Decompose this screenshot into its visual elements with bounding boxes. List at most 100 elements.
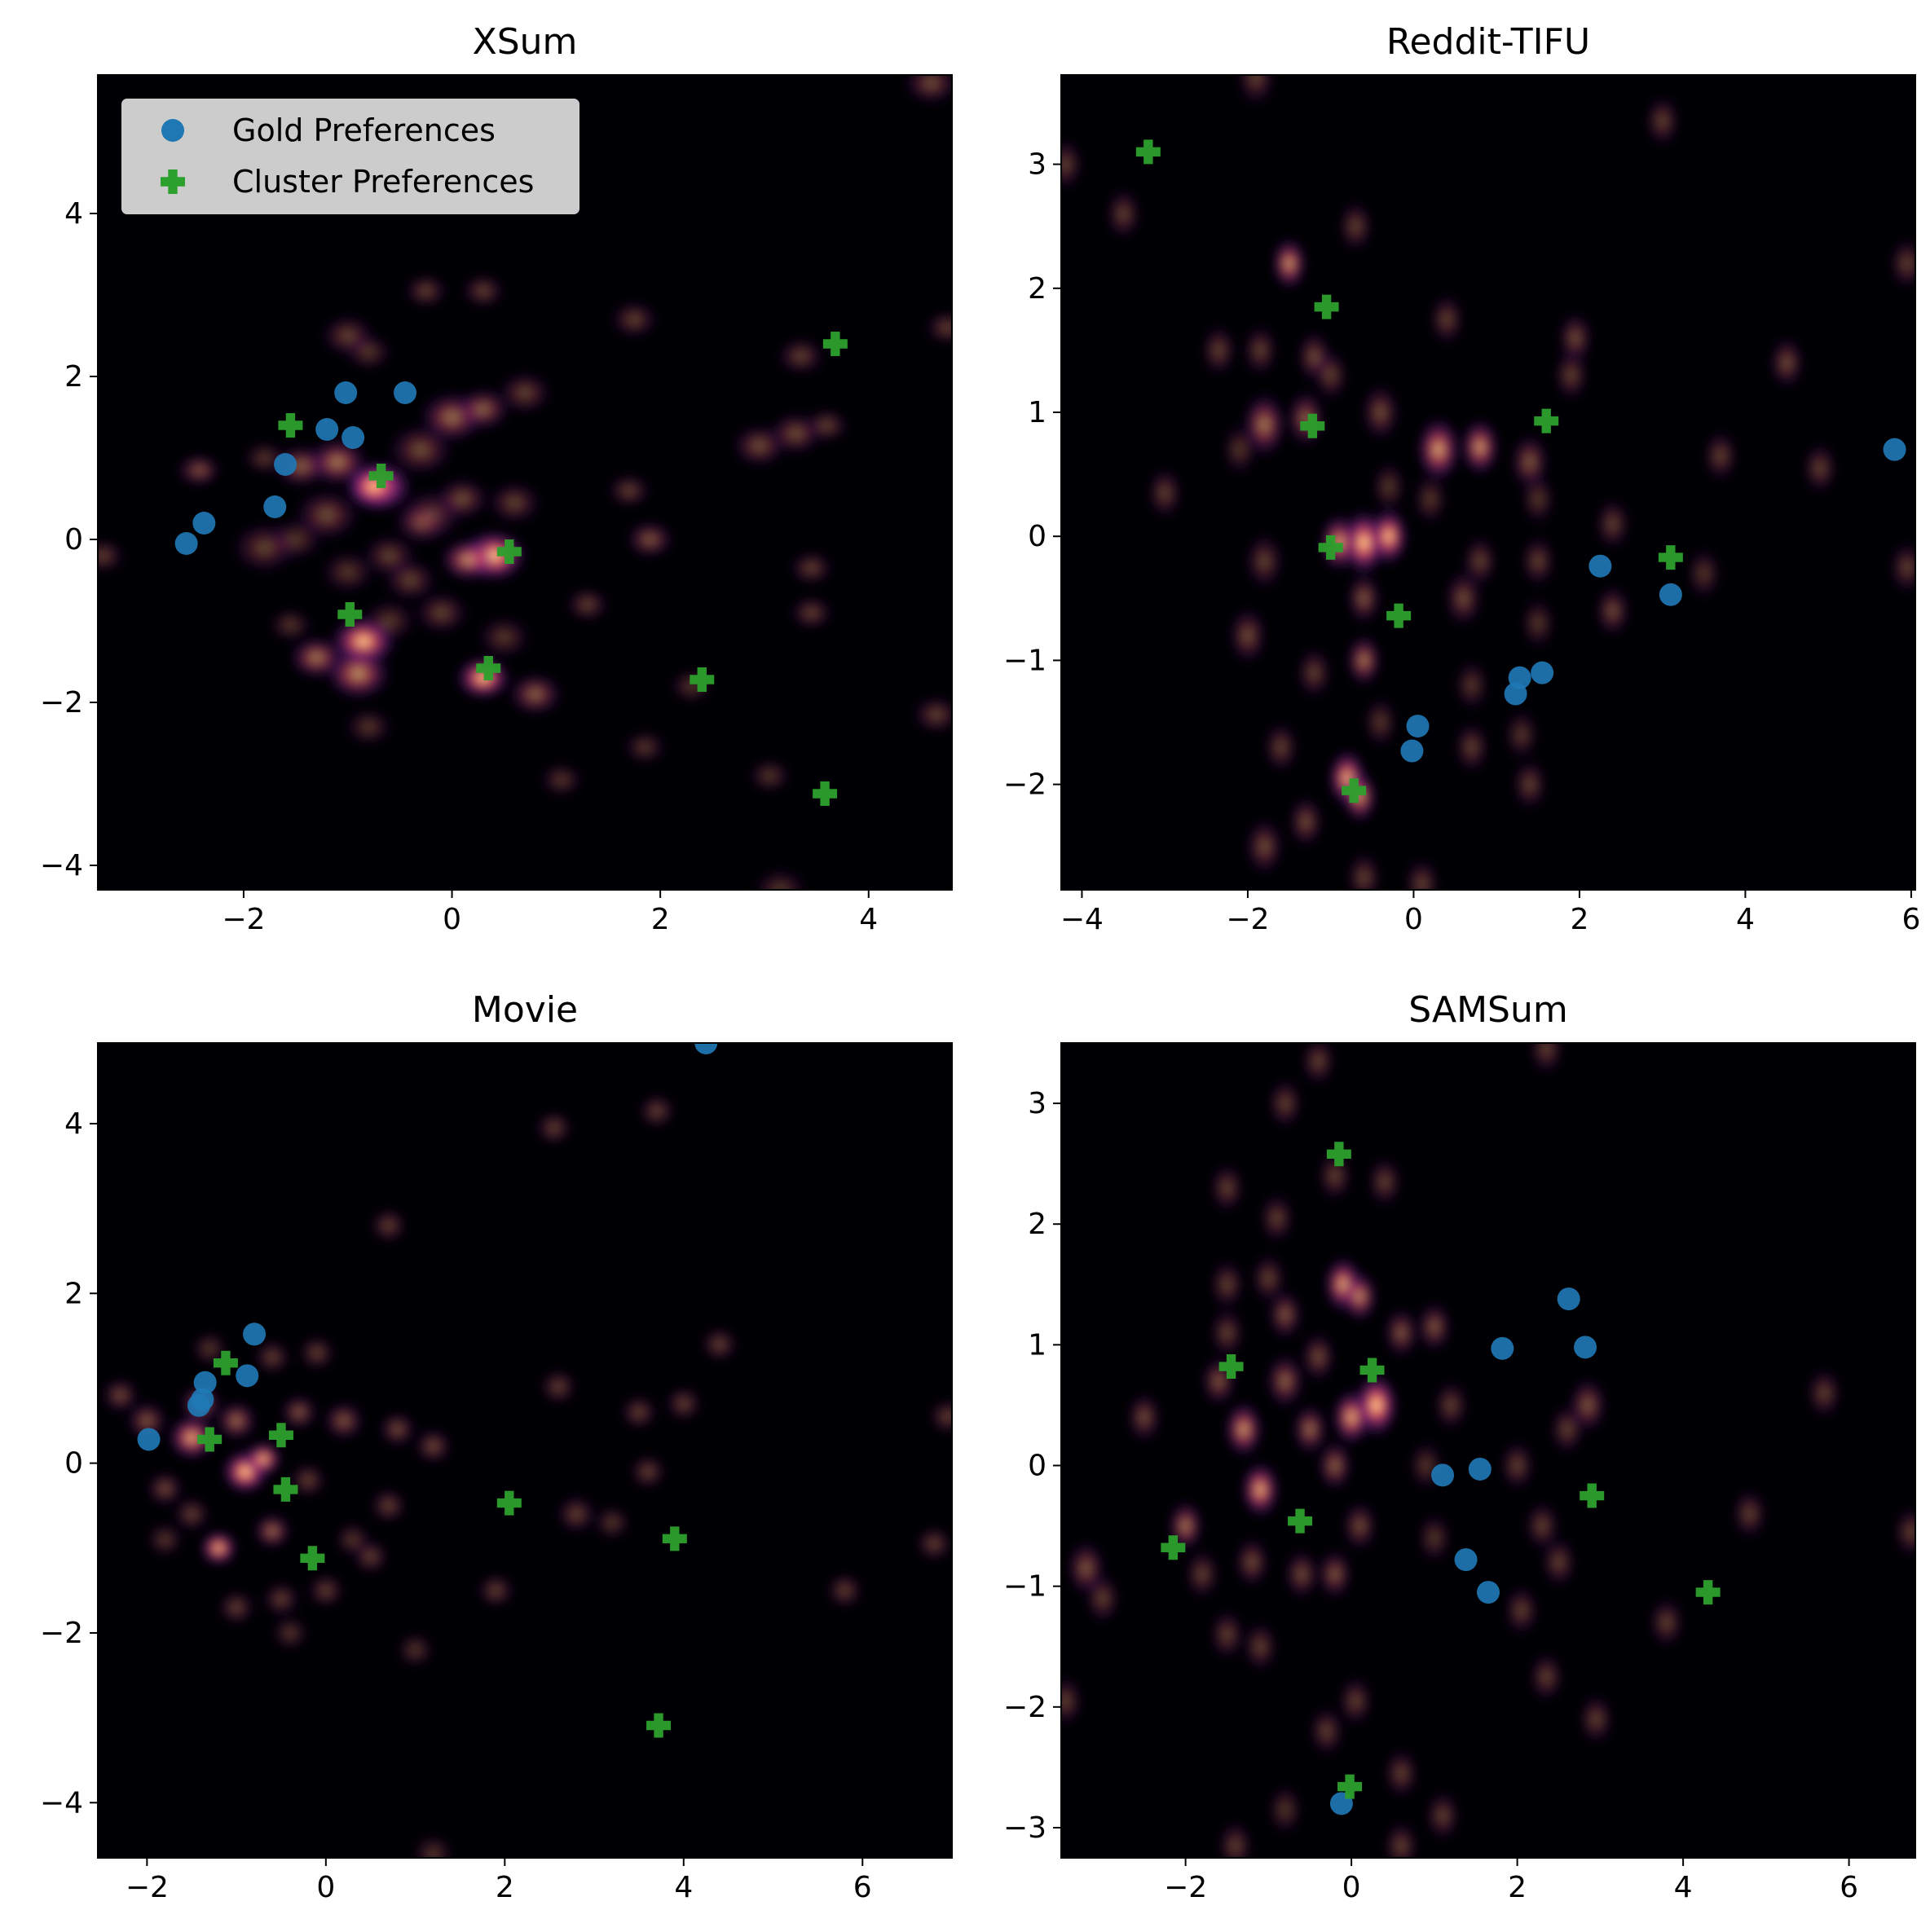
density-blob [1200,323,1237,378]
legend-cluster-label: Cluster Preferences [232,164,534,200]
legend-box [121,99,579,214]
density-blob [1209,1608,1245,1661]
scatter-points [174,332,848,806]
density-blob [1287,794,1324,849]
y-tick-label: 2 [1028,272,1047,306]
density-blob [1888,539,1915,595]
density-blob [438,537,496,583]
gold-preference-point [193,1371,217,1394]
x-tick-label: 0 [443,903,461,936]
density-blob [288,635,346,680]
density-blob [1801,441,1839,495]
cluster-preference-point [1695,1580,1721,1605]
density-blob [1768,335,1805,390]
density-blob [1262,720,1300,775]
density-blob [1594,496,1632,552]
density-blob [261,1580,302,1618]
density-blob [1511,757,1549,812]
density-blob [619,1393,659,1432]
cluster-preference-point [476,656,501,680]
y-tick-label: −2 [1003,768,1047,802]
density-blob [1291,1402,1329,1456]
cluster-preference-point [1300,413,1325,438]
cluster-preference-point [1359,1358,1385,1383]
density-blob [145,1521,185,1559]
panel-title: XSum [473,21,578,63]
density-blob [1240,1460,1280,1520]
x-tick-label: 6 [1901,903,1920,936]
density-blob [319,549,377,595]
cluster-preference-point [646,1713,672,1738]
density-blob [1460,416,1500,477]
density-blob [1805,1366,1843,1420]
cluster-preference-point [822,332,848,356]
gold-preference-point [174,532,198,555]
density-blob [668,668,715,704]
legend: Gold Preferences Cluster Preferences [121,99,579,214]
density-blob [1241,323,1279,378]
density-heatmap [1061,1043,1915,1858]
x-tick-label: 2 [1570,903,1589,936]
density-blob [181,454,223,486]
density-blob [413,1427,453,1465]
density-blob [343,706,394,747]
density-blob [1594,583,1632,639]
y-tick-label: −2 [40,1617,83,1650]
density-blob [368,1207,408,1244]
gold-preference-point [243,1322,267,1346]
density-blob [322,1400,366,1441]
density-blob [1360,382,1401,442]
y-tick-label: 0 [64,1447,83,1481]
density-blob [788,550,835,586]
density-blob [1300,1330,1337,1384]
cluster-preference-point [1326,1142,1351,1167]
density-blob [1416,1300,1453,1353]
density-blob [1285,388,1326,449]
density-blob [386,423,456,477]
y-tick-label: 4 [64,1107,83,1141]
cluster-preference-point [1218,1354,1244,1380]
density-blob [539,1367,579,1406]
axes-frame [1060,1042,1916,1859]
y-tick-label: 1 [1028,396,1047,429]
density-blob [624,519,676,560]
density-blob [1258,1191,1295,1245]
axes-frame [1060,74,1916,891]
gold-preference-point [137,1428,161,1451]
y-tick-label: 4 [64,197,83,231]
density-blob [403,273,449,309]
density-blob [1648,1595,1685,1649]
density-blob [476,1571,516,1609]
density-blob [1499,1438,1536,1493]
cluster-preference-point [197,1427,223,1452]
density-blob [172,1495,212,1534]
density-blob [1503,1583,1540,1637]
cluster-preference-point [337,602,363,627]
x-tick-label: 0 [1342,1871,1361,1904]
density-blob [1244,816,1284,877]
density-blob [1553,347,1590,403]
density-blob [1341,1270,1378,1323]
density-blob [1295,645,1333,701]
density-blob [267,517,324,562]
cluster-preference-point [1534,408,1559,433]
density-blob [412,590,470,636]
density-blob [1519,534,1557,589]
density-blob [475,614,533,660]
cluster-preference-point [1135,139,1161,165]
density-blob [1453,720,1491,775]
cluster-preference-point [273,1477,298,1502]
density-blob [1236,75,1276,108]
gold-preference-point [1531,661,1554,684]
gold-preference-point [187,1393,211,1417]
legend-gold-label: Gold Preferences [232,112,496,148]
density-blob [1416,1511,1453,1565]
density-blob [333,1521,372,1559]
density-blob [460,273,506,309]
density-blob [1432,1378,1470,1432]
density-blob [1415,415,1461,484]
density-blob [214,1400,258,1441]
x-tick-label: 4 [859,903,878,936]
density-blob [434,476,491,522]
